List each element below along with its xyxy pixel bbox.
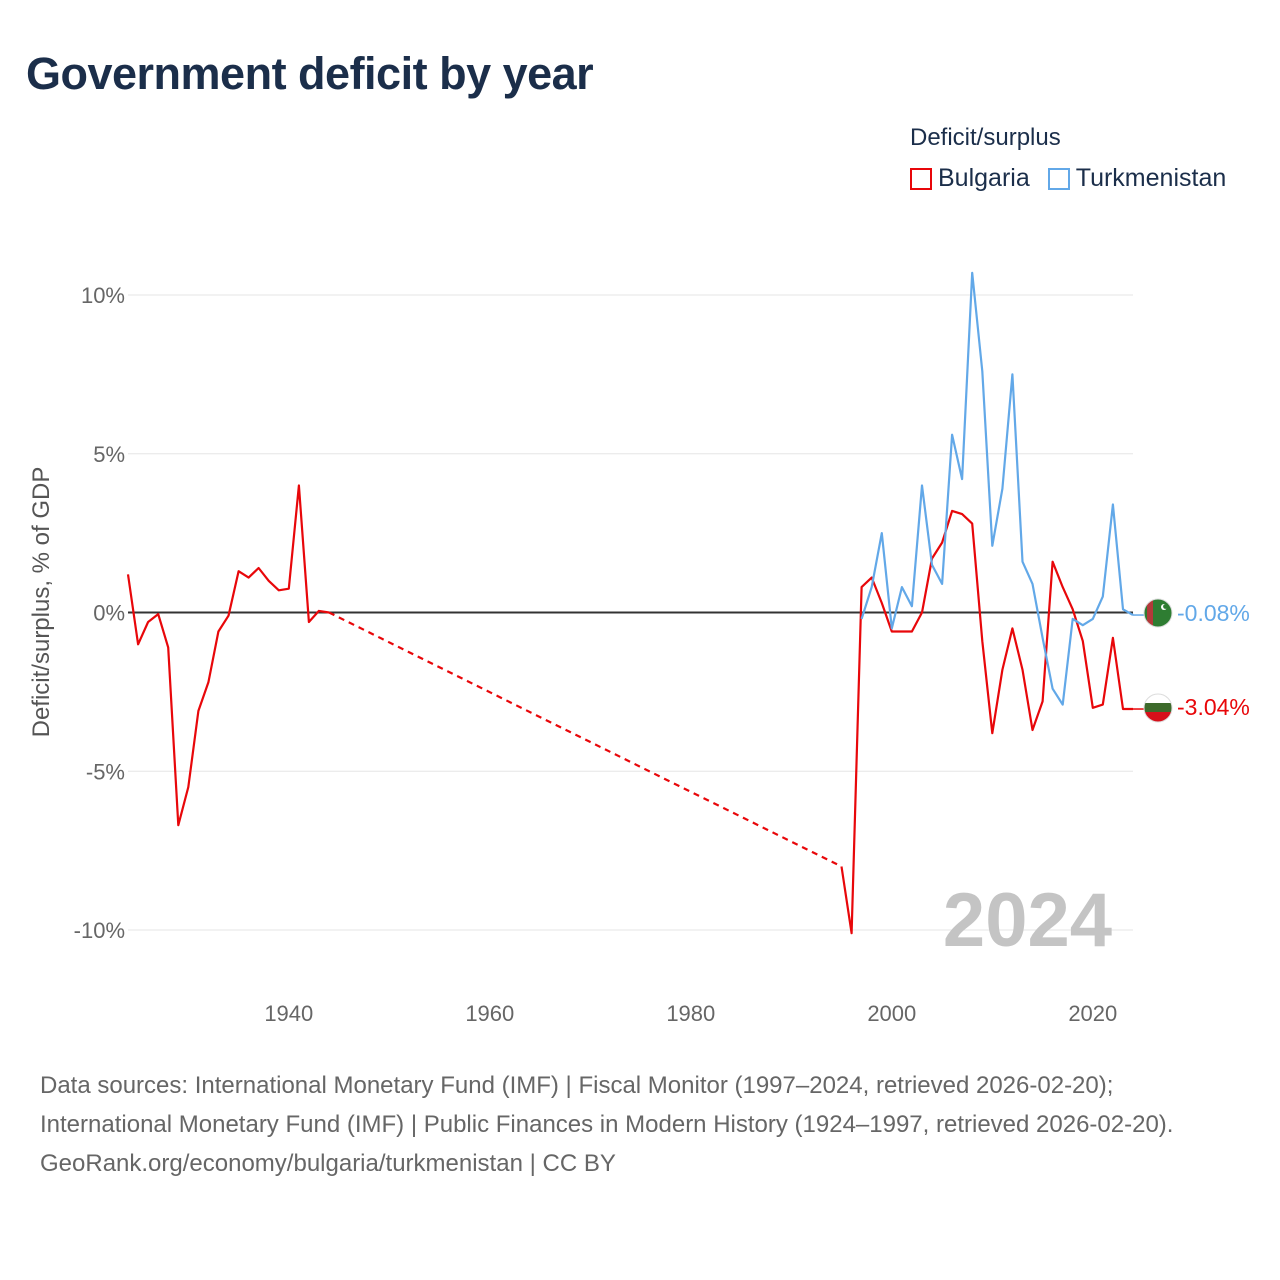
data-sources: Data sources: International Monetary Fun… <box>40 1066 1240 1183</box>
legend-swatch-turkmenistan <box>1047 167 1070 190</box>
series-line-bulgaria[interactable] <box>840 509 1134 935</box>
y-tick-label: -5% <box>86 759 125 784</box>
flag-turkmenistan-icon <box>1143 598 1173 628</box>
end-label-turkmenistan: -0.08% <box>1177 600 1250 626</box>
legend: Bulgaria Turkmenistan <box>910 164 1226 193</box>
gridlines <box>128 294 1133 931</box>
legend-swatch-bulgaria <box>910 167 932 190</box>
series-lines <box>126 271 1144 935</box>
x-tick-label: 2000 <box>867 1001 916 1026</box>
end-label-bulgaria: -3.04% <box>1177 694 1250 720</box>
series-line-bulgaria-gap[interactable] <box>328 611 842 868</box>
legend-item-bulgaria[interactable]: Bulgaria <box>910 164 1030 193</box>
legend-label-bulgaria: Bulgaria <box>938 164 1030 192</box>
year-watermark: 2024 <box>943 878 1112 963</box>
sources-line: Data sources: International Monetary Fun… <box>40 1072 1174 1138</box>
legend-item-turkmenistan[interactable]: Turkmenistan <box>1047 164 1227 193</box>
series-line-turkmenistan[interactable] <box>860 271 1134 706</box>
y-tick-label: -10% <box>74 918 125 943</box>
y-tick-label: 0% <box>93 601 125 626</box>
flag-bulgaria-icon <box>1143 693 1173 723</box>
chart-area: 10% 5% 0% -5% -10% 1940 1960 1980 2000 2020 2024… <box>74 271 1250 1026</box>
chart-title: Government deficit by year <box>26 48 594 99</box>
legend-label-turkmenistan: Turkmenistan <box>1075 164 1227 192</box>
x-tick-label: 1980 <box>666 1001 715 1026</box>
y-tick-labels: 10% 5% 0% -5% -10% <box>74 283 125 943</box>
legend-title: Deficit/surplus <box>910 124 1061 151</box>
y-tick-label: 5% <box>93 442 125 467</box>
y-tick-label: 10% <box>81 283 125 308</box>
x-tick-label: 2020 <box>1068 1001 1117 1026</box>
series-line-bulgaria[interactable] <box>126 484 330 827</box>
x-tick-label: 1960 <box>465 1001 514 1026</box>
x-tick-labels: 1940 1960 1980 2000 2020 <box>264 1001 1117 1026</box>
attribution-link[interactable]: GeoRank.org/economy/bulgaria/turkmenista… <box>40 1150 616 1177</box>
x-tick-label: 1940 <box>264 1001 313 1026</box>
